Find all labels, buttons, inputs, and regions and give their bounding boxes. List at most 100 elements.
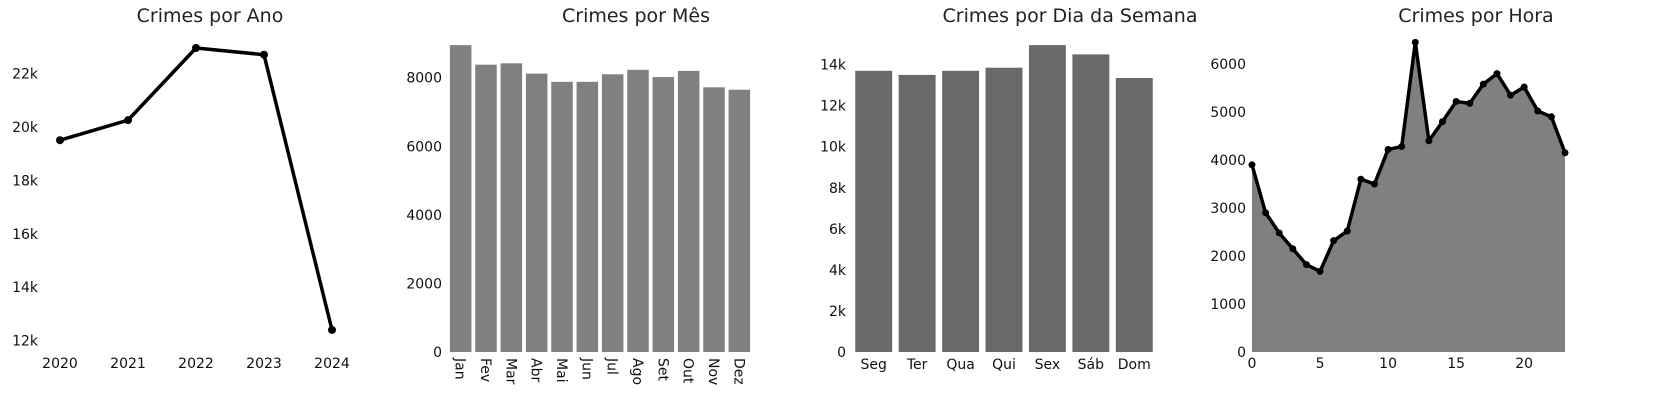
data-point	[1275, 229, 1283, 237]
x-tick-label: 0	[1248, 356, 1257, 372]
data-point	[1370, 180, 1378, 188]
data-point	[1411, 38, 1419, 46]
x-tick-label: 2023	[246, 356, 282, 372]
y-tick-label: 8000	[406, 71, 442, 87]
x-tick-label: Dez	[730, 358, 746, 385]
data-point	[1439, 118, 1447, 126]
x-tick-label: Mai	[553, 358, 569, 383]
chart-title: Crimes por Ano	[137, 5, 284, 27]
y-tick-label: 0	[1237, 345, 1246, 361]
y-tick-label: 6000	[1210, 57, 1246, 73]
y-tick-label: 1000	[1210, 297, 1246, 313]
y-tick-label: 8k	[829, 181, 847, 197]
x-tick-label: 5	[1316, 356, 1325, 372]
data-point	[1534, 107, 1542, 115]
chart-title: Crimes por Hora	[1398, 5, 1553, 27]
y-tick-label: 0	[837, 345, 846, 361]
chart-crimes-por-dia-da-semana: Crimes por Dia da Semana 0 2k 4k 6k 8k 10k 12k…	[820, 5, 1197, 373]
series-line	[59, 46, 334, 331]
y-tick-label: 4000	[1210, 153, 1246, 169]
bar	[942, 70, 980, 352]
data-point	[260, 50, 268, 59]
y-tick-label: 3000	[1210, 201, 1246, 217]
data-point	[1479, 80, 1487, 88]
x-tick-label: Ter	[906, 357, 928, 373]
data-point	[1330, 237, 1338, 245]
data-point	[1262, 209, 1270, 217]
y-tick-label: 4k	[829, 263, 847, 279]
x-tick-label: 10	[1379, 356, 1397, 372]
x-tick-label: 2021	[110, 356, 146, 372]
x-tick-label: Qui	[992, 357, 1016, 373]
data-point	[192, 44, 200, 53]
data-point	[1452, 97, 1460, 105]
y-tick-label: 22k	[12, 66, 39, 82]
y-tick-label: 6000	[406, 139, 442, 155]
data-point	[1289, 245, 1297, 253]
chart-crimes-por-mes: Crimes por Mês 0 2000 4000 6000 8000 Jan Fev Ma…	[406, 5, 751, 385]
y-tick-label: 14k	[820, 58, 847, 74]
area-fill	[1252, 42, 1565, 353]
bar	[500, 63, 523, 353]
bar	[475, 64, 497, 352]
x-tick-label: Out	[680, 358, 696, 384]
chart-crimes-por-hora: Crimes por Hora 0 1000 2000 3000 4000 5000 600…	[1210, 5, 1569, 372]
bar	[1028, 45, 1066, 352]
chart-title: Crimes por Dia da Semana	[943, 5, 1198, 27]
bar	[576, 81, 599, 352]
x-tick-label: Sáb	[1078, 357, 1104, 373]
y-tick-label: 12k	[820, 99, 847, 115]
bar	[1115, 77, 1153, 352]
data-point	[1343, 227, 1351, 235]
x-tick-label: 2024	[314, 356, 350, 372]
y-tick-label: 5000	[1210, 105, 1246, 121]
data-point	[1425, 137, 1433, 145]
x-tick-label: 20	[1515, 356, 1533, 372]
x-tick-label: Dom	[1118, 357, 1151, 373]
y-tick-label: 2000	[1210, 249, 1246, 265]
chart-title: Crimes por Mês	[562, 5, 710, 27]
y-tick-label: 0	[433, 345, 442, 361]
y-tick-label: 6k	[829, 222, 847, 238]
data-point	[124, 116, 132, 125]
y-tick-label: 20k	[12, 120, 39, 136]
x-tick-label: 2020	[42, 356, 78, 372]
bar	[551, 81, 573, 352]
y-tick-label: 16k	[12, 227, 39, 243]
data-point	[1493, 70, 1501, 78]
y-tick-label: 12k	[12, 334, 39, 350]
bar	[985, 67, 1023, 353]
bar	[898, 74, 936, 352]
bar	[449, 45, 472, 353]
bar	[703, 87, 725, 353]
y-tick-label: 2k	[829, 304, 847, 320]
bar	[855, 70, 893, 352]
bar	[652, 77, 675, 353]
x-tick-label: 2022	[178, 356, 214, 372]
data-point	[1547, 113, 1555, 121]
y-tick-label: 2000	[406, 276, 442, 292]
bar	[728, 89, 751, 352]
x-tick-label: Abr	[528, 358, 544, 382]
x-tick-label: Qua	[946, 357, 974, 373]
data-point	[1520, 83, 1528, 91]
x-tick-label: Jun	[578, 357, 594, 380]
x-tick-label: Ago	[629, 358, 645, 385]
y-tick-label: 10k	[820, 140, 847, 156]
bar	[601, 74, 624, 353]
x-tick-label: Mar	[502, 358, 518, 385]
data-point	[1507, 91, 1515, 99]
x-tick-label: Seg	[861, 357, 887, 373]
chart-crimes-por-ano: Crimes por Ano 12k 14k 16k 18k 20k 22k 2020 202…	[12, 5, 350, 372]
data-point	[1316, 267, 1324, 275]
y-tick-label: 18k	[12, 173, 39, 189]
bar	[1072, 54, 1110, 353]
data-point	[328, 325, 336, 334]
x-tick-label: Fev	[477, 358, 493, 382]
y-tick-label: 14k	[12, 280, 39, 296]
bar	[677, 70, 700, 352]
data-point	[1248, 161, 1256, 169]
y-tick-label: 4000	[406, 208, 442, 224]
data-point	[1302, 261, 1310, 269]
